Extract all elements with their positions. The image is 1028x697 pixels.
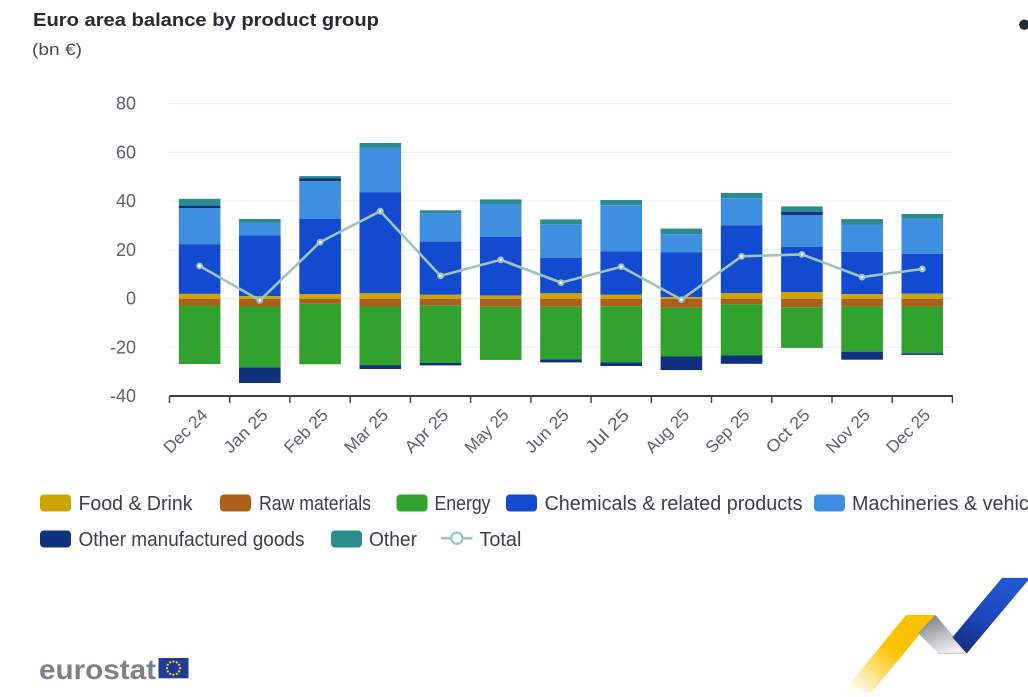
svg-text:Energy: Energy bbox=[435, 492, 492, 515]
svg-text:Machineries & vehicles: Machineries & vehicles bbox=[852, 492, 1028, 515]
svg-text:eurostat: eurostat bbox=[39, 654, 156, 685]
svg-text:0: 0 bbox=[126, 289, 136, 309]
svg-text:80: 80 bbox=[116, 94, 136, 114]
svg-text:-40: -40 bbox=[110, 386, 136, 406]
svg-text:40: 40 bbox=[116, 191, 136, 211]
svg-text:-20: -20 bbox=[110, 337, 136, 357]
svg-text:Other: Other bbox=[369, 528, 417, 551]
svg-text:20: 20 bbox=[116, 240, 136, 260]
svg-text:Chemicals & related products: Chemicals & related products bbox=[545, 492, 803, 515]
svg-text:Food & Drink: Food & Drink bbox=[79, 492, 194, 515]
svg-text:60: 60 bbox=[116, 142, 136, 162]
svg-text:Total: Total bbox=[479, 528, 521, 551]
svg-text:(bn €): (bn €) bbox=[32, 41, 82, 59]
svg-text:Other manufactured goods: Other manufactured goods bbox=[79, 528, 305, 551]
svg-text:Raw materials: Raw materials bbox=[259, 492, 371, 515]
svg-text:Euro area balance by product g: Euro area balance by product group bbox=[33, 9, 379, 30]
